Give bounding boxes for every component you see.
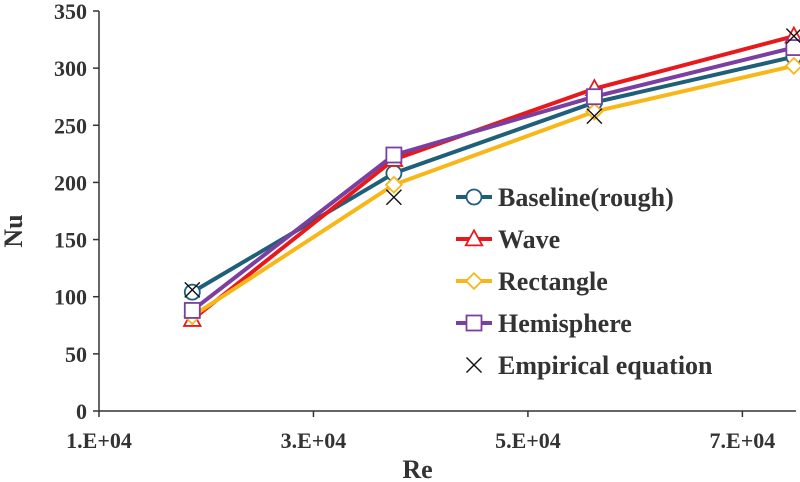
legend-item-empirical-equation: Empirical equation [466,351,713,380]
x-marker-stroke [785,29,800,45]
x-tick-label: 5.E+04 [495,428,561,453]
series-rectangle [183,56,800,326]
y-tick-label: 0 [76,399,87,424]
legend-marker [464,271,484,291]
legend-marker [465,314,483,332]
data-point-empirical-equation [785,28,800,45]
series-hemisphere [183,39,800,319]
data-point-rectangle [784,56,800,76]
legend-item-baseline-rough: Baseline(rough) [456,183,674,212]
data-point-rectangle [384,175,404,194]
x-marker-stroke [586,108,603,125]
data-point-rectangle [585,102,604,121]
legend: Baseline(rough) Wave Rectangle Hemisphere Em… [456,183,713,380]
legend-marker [464,228,484,247]
y-tick-label: 250 [54,113,87,138]
y-tick-label: 200 [54,170,87,195]
data-point-hemisphere [785,39,800,56]
legend-label: Baseline(rough) [498,183,674,212]
legend-item-rectangle: Rectangle [456,267,608,296]
legend-label: Wave [498,225,560,254]
x-axis-title: Re [402,455,432,482]
x-tick-label: 1.E+04 [66,428,132,453]
y-tick-label: 350 [54,0,87,24]
legend-label: Hemisphere [498,309,632,338]
axes: 0 50 100 150 200 250 300 350 1.E+04 3.E+04 5.E+04 7… [54,0,796,453]
data-point-hemisphere [586,88,603,106]
x-marker-stroke [385,189,402,206]
y-tick-label: 150 [54,228,87,253]
data-point-empirical-equation [184,281,201,298]
series-line-rectangle [191,63,795,318]
x-tick-label: 7.E+04 [710,428,776,453]
data-point-empirical-equation [385,189,402,206]
y-tick-label: 100 [54,285,87,310]
data-point-empirical-equation [586,108,603,125]
legend-item-wave: Wave [456,225,560,254]
data-point-hemisphere [385,146,403,164]
y-tick-label: 300 [54,56,87,81]
legend-label: Rectangle [498,267,608,296]
data-point-baseline-rough [183,283,201,301]
x-tick-label: 3.E+04 [281,428,347,453]
legend-marker [465,188,483,206]
series-layer [182,25,800,327]
series-wave [182,25,800,327]
y-axis-title: Nu [0,214,28,247]
y-tick-label: 50 [65,342,87,367]
x-marker-stroke [184,281,201,298]
data-point-hemisphere [183,302,201,319]
x-marker-stroke [466,357,482,373]
series-line-hemisphere [191,45,795,313]
legend-marker [466,357,482,373]
legend-label: Empirical equation [498,351,713,380]
series-empirical-equation [184,28,800,298]
legend-item-hemisphere: Hemisphere [456,309,632,338]
